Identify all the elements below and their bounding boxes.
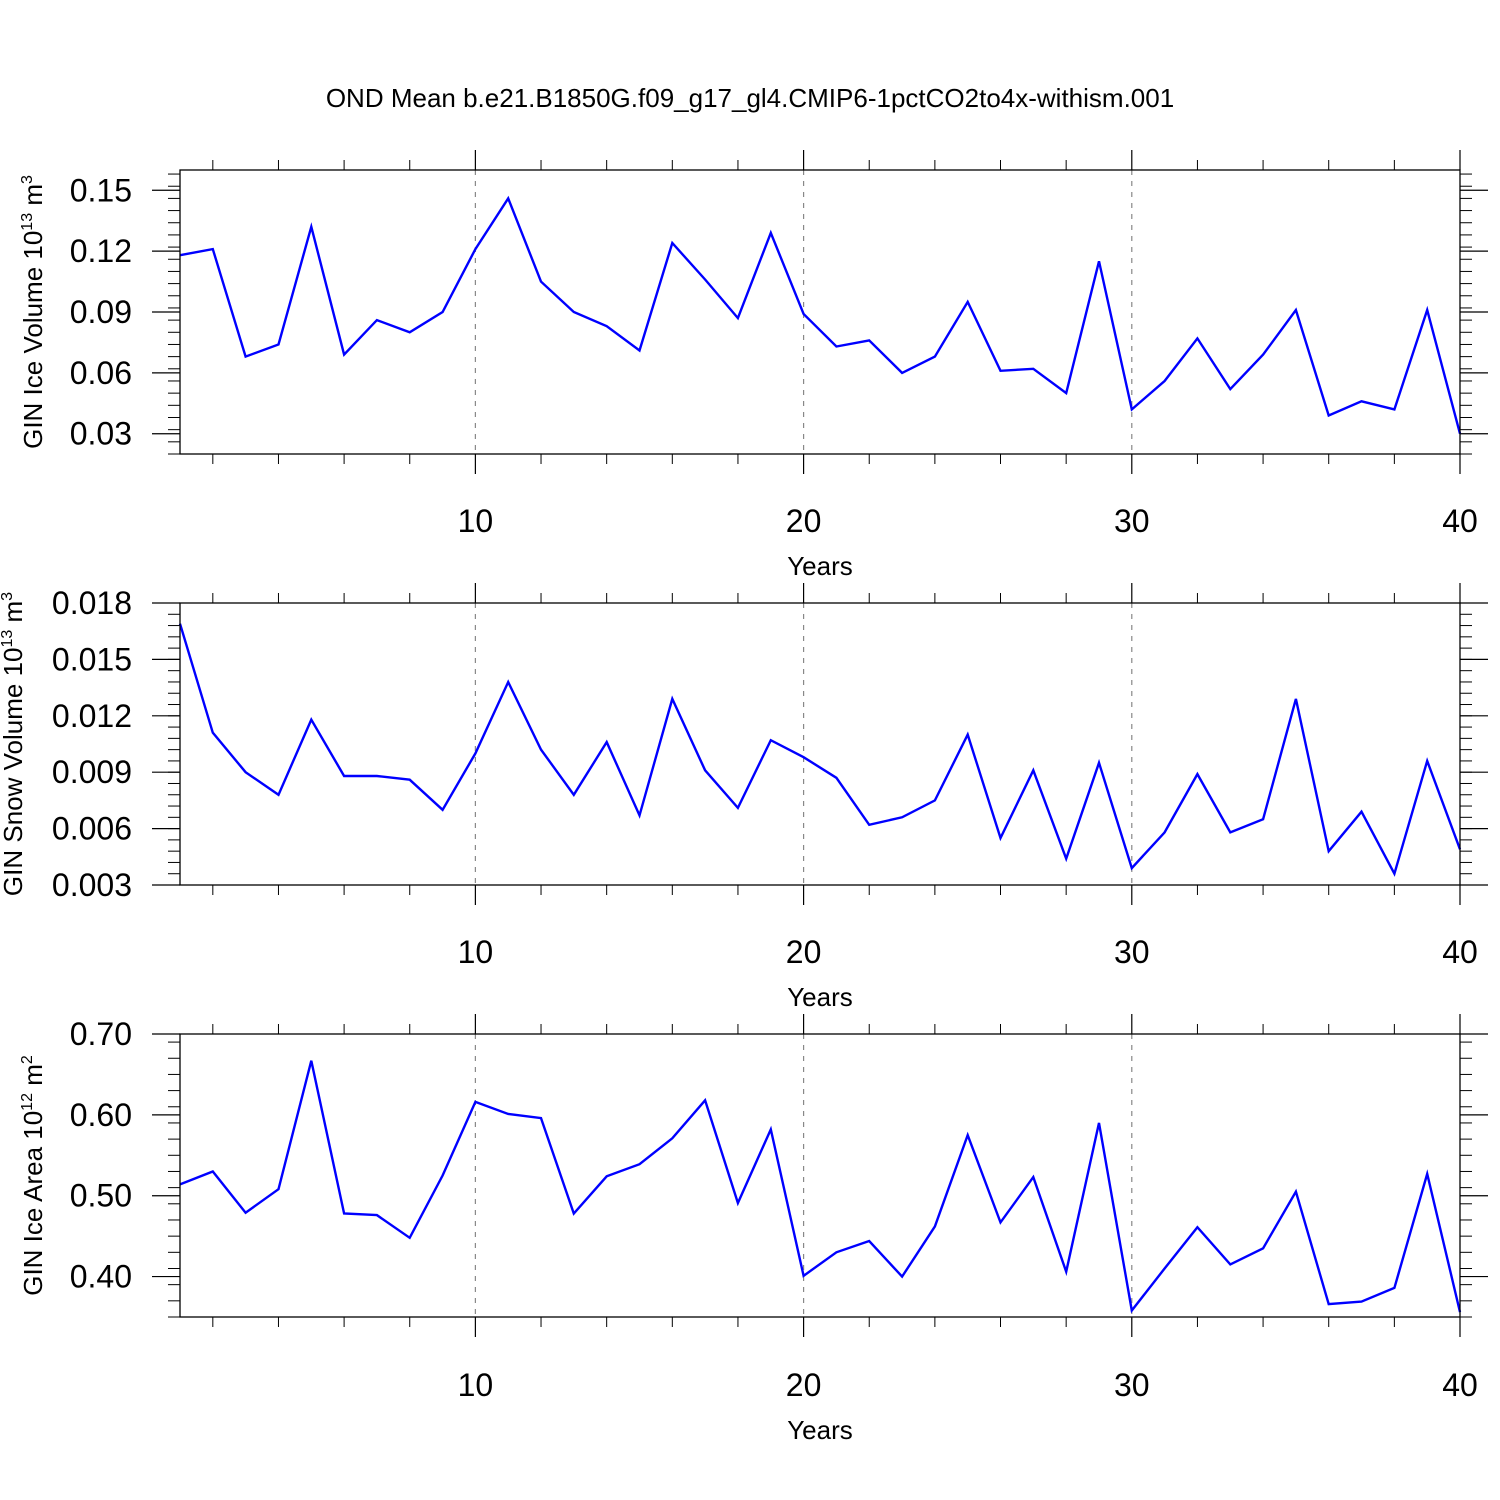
x-tick-label: 10: [458, 934, 494, 970]
y-axis-title-part: m: [0, 601, 28, 630]
y-tick-label: 0.50: [70, 1178, 132, 1214]
plot-frame: [179, 1033, 1461, 1318]
x-axis-title: Years: [787, 1415, 853, 1445]
x-tick-label: 40: [1442, 503, 1478, 539]
x-tick-label: 40: [1442, 934, 1478, 970]
y-axis-title-part: 3: [0, 592, 16, 601]
y-tick-label: 0.60: [70, 1097, 132, 1133]
plot-frame: [179, 602, 1461, 886]
x-tick-label: 30: [1114, 934, 1150, 970]
y-axis-title-part: 13: [0, 630, 16, 648]
y-tick-label: 0.09: [70, 294, 132, 330]
y-tick-label: 0.012: [52, 698, 132, 734]
y-tick-label: 0.12: [70, 233, 132, 269]
x-tick-label: 20: [786, 1367, 822, 1403]
y-axis-title-part: 12: [19, 1093, 36, 1111]
x-tick-label: 10: [458, 503, 494, 539]
y-tick-label: 0.40: [70, 1259, 132, 1295]
y-tick-label: 0.03: [70, 416, 132, 452]
x-tick-label: 30: [1114, 503, 1150, 539]
x-tick-label: 20: [786, 934, 822, 970]
y-tick-label: 0.06: [70, 355, 132, 391]
figure-title: OND Mean b.e21.B1850G.f09_g17_gl4.CMIP6-…: [326, 83, 1174, 113]
y-axis-title-part: m: [18, 184, 48, 213]
x-tick-label: 10: [458, 1367, 494, 1403]
x-axis-title: Years: [787, 982, 853, 1012]
y-axis-title-part: GIN Snow Volume 10: [0, 648, 28, 897]
x-axis-title: Years: [787, 551, 853, 581]
panel-3: 10 20 30 40 0.40 0.50 0.60 0.70 Years GIN Ice Are…: [18, 1014, 1488, 1445]
x-tick-label: 40: [1442, 1367, 1478, 1403]
y-tick-label: 0.006: [52, 811, 132, 847]
y-axis-title: GIN Ice Area 1012 m2: [18, 1055, 48, 1296]
series-line: [179, 1060, 1462, 1314]
series-line: [179, 195, 1462, 435]
y-tick-label: 0.009: [52, 754, 132, 790]
y-axis-title-part: GIN Ice Volume 10: [18, 231, 48, 449]
y-tick-label: 0.015: [52, 641, 132, 677]
y-axis-title-part: GIN Ice Area 10: [18, 1111, 48, 1296]
plot-frame: [179, 169, 1461, 455]
y-tick-label: 0.003: [52, 867, 132, 903]
y-axis-title-part: m: [18, 1064, 48, 1093]
panel-1: 10 20 30 40 0.03 0.06 0.09 0.12 0.15 Years GIN Ice…: [18, 150, 1488, 581]
y-tick-label: 0.018: [52, 585, 132, 621]
y-axis-title: GIN Ice Volume 1013 m3: [18, 175, 48, 449]
y-axis-title-part: 2: [19, 1055, 36, 1064]
y-tick-label: 0.15: [70, 172, 132, 208]
x-tick-label: 30: [1114, 1367, 1150, 1403]
series-line: [178, 623, 1462, 877]
y-axis-title-part: 3: [19, 175, 36, 184]
y-axis-title-part: 13: [19, 213, 36, 231]
x-tick-label: 20: [786, 503, 822, 539]
y-tick-label: 0.70: [70, 1016, 132, 1052]
panel-2: 10 20 30 40 0.003 0.006 0.009 0.012 0.015 0.018 Ye…: [0, 583, 1488, 1012]
y-axis-title: GIN Snow Volume 1013 m3: [0, 592, 28, 896]
